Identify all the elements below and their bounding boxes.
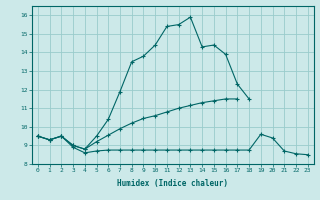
X-axis label: Humidex (Indice chaleur): Humidex (Indice chaleur): [117, 179, 228, 188]
